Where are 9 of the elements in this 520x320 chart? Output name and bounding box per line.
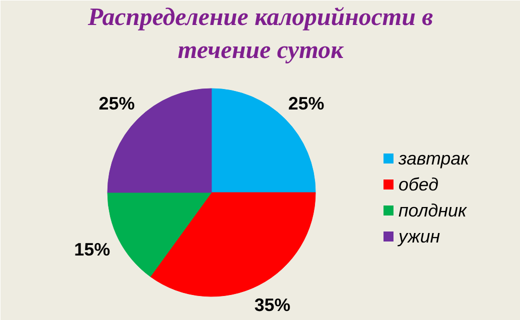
legend-label: ужин [396, 226, 440, 246]
legend-label: обед [398, 174, 438, 194]
data-label: 25% [288, 93, 324, 114]
data-label: 35% [254, 294, 290, 315]
data-label: 25% [98, 93, 135, 114]
data-label: 15% [74, 240, 110, 260]
chart-title: Распределение калорийности в течение суток [86, 4, 434, 64]
legend-label: полдник [398, 200, 468, 220]
legend-label: завтрак [398, 148, 471, 168]
